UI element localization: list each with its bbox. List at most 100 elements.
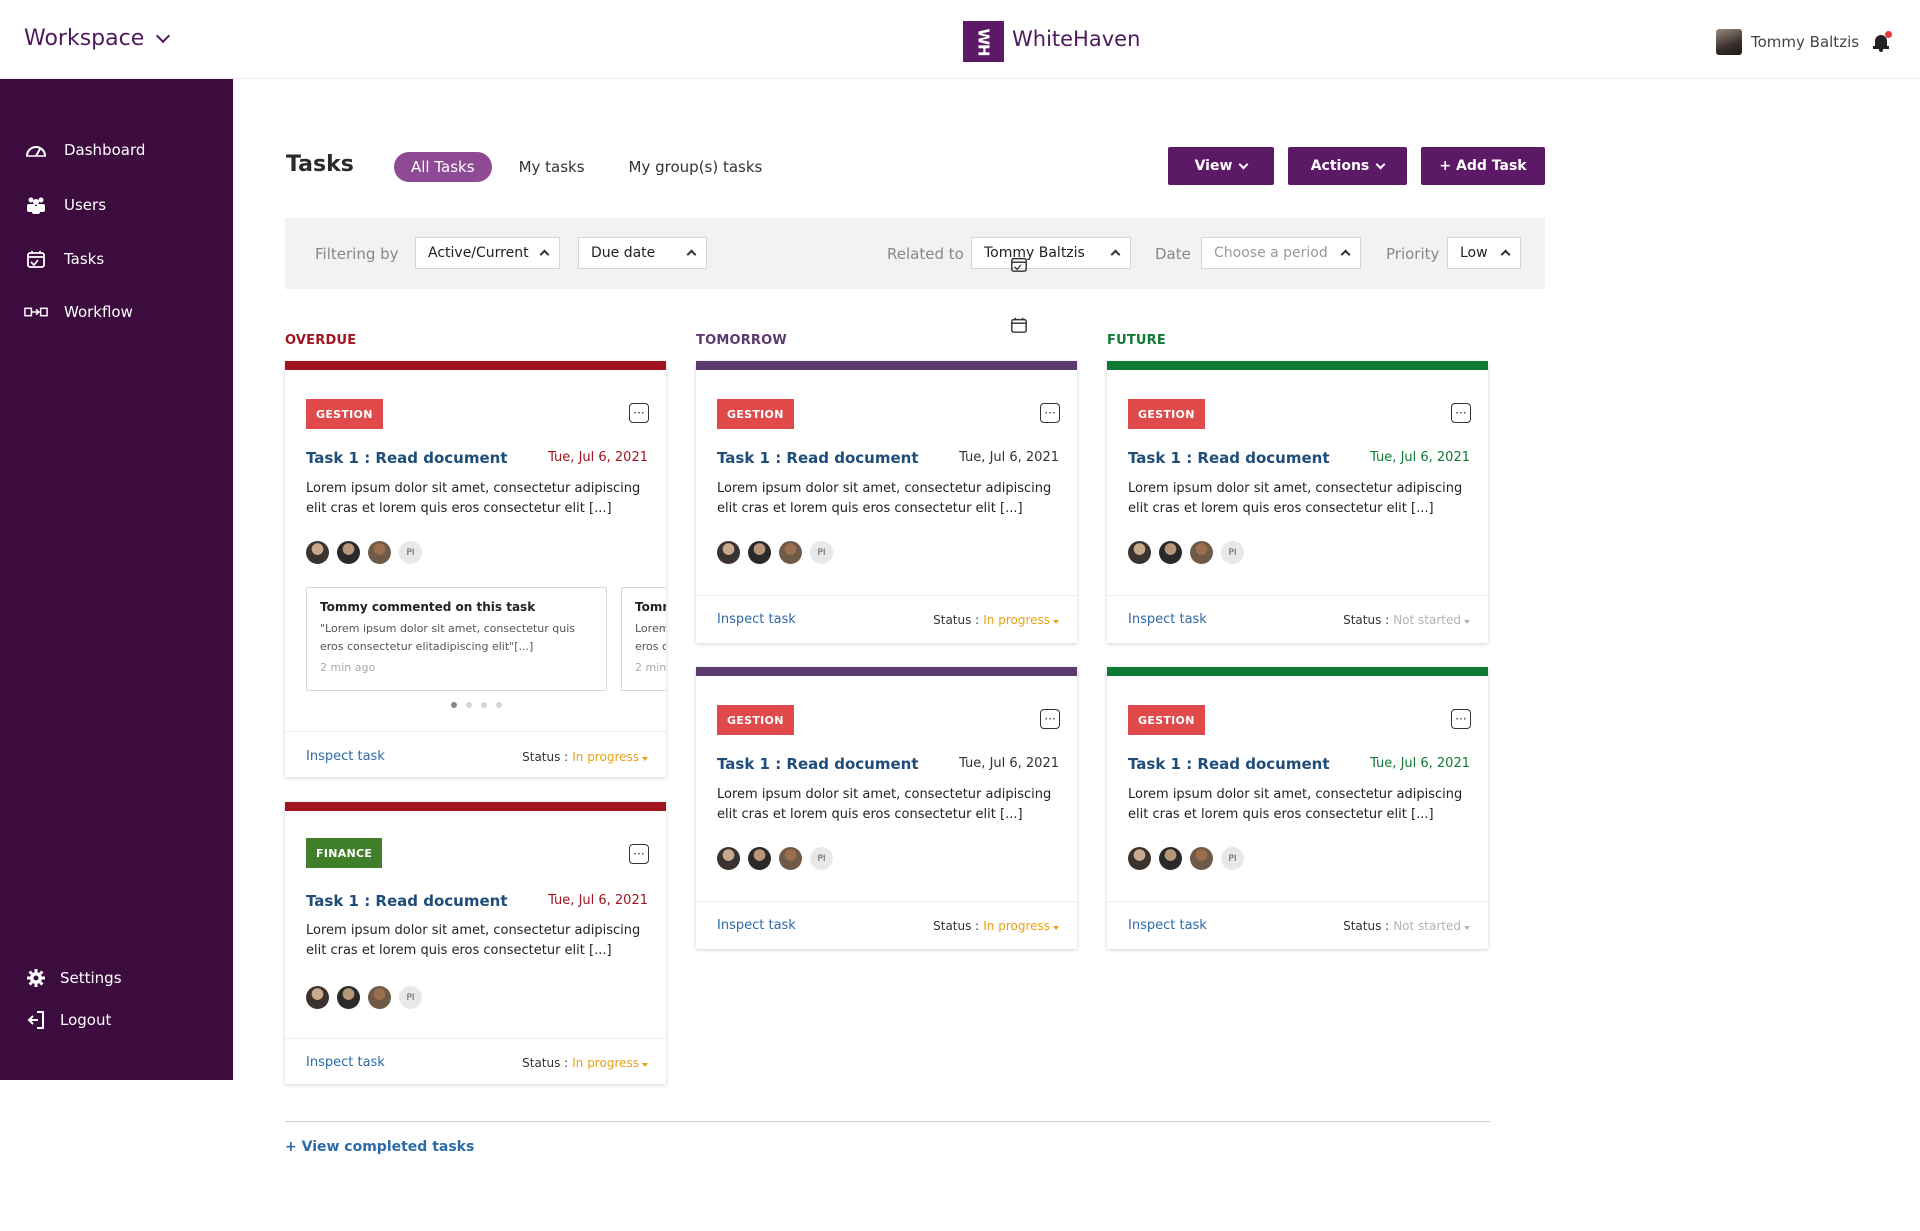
more-options-icon[interactable]: ··· bbox=[629, 403, 649, 423]
avatar-initials[interactable]: PI bbox=[810, 541, 833, 564]
actions-button[interactable]: Actions bbox=[1288, 147, 1407, 185]
avatar-initials[interactable]: PI bbox=[810, 847, 833, 870]
avatar[interactable] bbox=[306, 541, 329, 564]
status-dropdown[interactable]: In progress bbox=[572, 1056, 648, 1070]
status-dropdown[interactable]: Not started bbox=[1393, 613, 1470, 627]
status-filter-select[interactable]: Active/Current bbox=[415, 237, 560, 269]
comment-card[interactable]: Tommy commented on this task Lorem ipsum… bbox=[621, 587, 666, 691]
avatar-initials[interactable]: PI bbox=[1221, 541, 1244, 564]
more-options-icon[interactable]: ··· bbox=[1451, 403, 1471, 423]
avatar[interactable] bbox=[1159, 541, 1182, 564]
inspect-task-link[interactable]: Inspect task bbox=[1128, 918, 1207, 933]
sort-filter-select[interactable]: Due date bbox=[578, 237, 707, 269]
assignee-avatars: PI bbox=[717, 847, 833, 870]
inspect-task-link[interactable]: Inspect task bbox=[1128, 612, 1207, 627]
sidebar-item-settings[interactable]: Settings bbox=[24, 969, 122, 987]
task-title-link[interactable]: Task 1 : Read document bbox=[306, 449, 508, 467]
sidebar-item-tasks[interactable]: Tasks bbox=[24, 250, 104, 268]
users-icon bbox=[24, 196, 48, 214]
avatar[interactable] bbox=[1128, 541, 1151, 564]
avatar[interactable] bbox=[779, 847, 802, 870]
workspace-dropdown[interactable]: Workspace bbox=[24, 26, 171, 51]
avatar[interactable] bbox=[306, 986, 329, 1009]
task-due-date: Tue, Jul 6, 2021 bbox=[1370, 450, 1470, 465]
task-title-link[interactable]: Task 1 : Read document bbox=[717, 755, 919, 773]
chevron-up-icon bbox=[1340, 249, 1351, 260]
task-title-link[interactable]: Task 1 : Read document bbox=[717, 449, 919, 467]
status-label: Status : bbox=[1343, 919, 1390, 933]
avatar-initials[interactable]: PI bbox=[1221, 847, 1244, 870]
more-options-icon[interactable]: ··· bbox=[1040, 403, 1060, 423]
category-tag: GESTION bbox=[306, 399, 383, 429]
divider bbox=[285, 1121, 1490, 1122]
tab-all-tasks[interactable]: All Tasks bbox=[394, 152, 492, 182]
task-card[interactable]: GESTION ··· Task 1 : Read document Tue, … bbox=[1107, 361, 1488, 643]
inspect-task-link[interactable]: Inspect task bbox=[306, 1055, 385, 1070]
status-filter-value: Active/Current bbox=[428, 245, 529, 261]
notification-dot bbox=[1885, 31, 1892, 38]
task-card[interactable]: GESTION ··· Task 1 : Read document Tue, … bbox=[285, 361, 666, 777]
more-options-icon[interactable]: ··· bbox=[629, 844, 649, 864]
sidebar-item-dashboard[interactable]: Dashboard bbox=[24, 141, 145, 159]
task-status: Status : Not started bbox=[1343, 613, 1470, 627]
inspect-task-link[interactable]: Inspect task bbox=[306, 749, 385, 764]
comment-title: Tommy commented on this task bbox=[635, 600, 666, 614]
task-title-link[interactable]: Task 1 : Read document bbox=[306, 892, 508, 910]
user-menu[interactable]: Tommy Baltzis bbox=[1716, 29, 1859, 55]
sidebar-item-label: Tasks bbox=[64, 250, 105, 268]
sidebar-item-workflow[interactable]: Workflow bbox=[24, 303, 133, 321]
carousel-dots[interactable] bbox=[451, 702, 502, 708]
more-options-icon[interactable]: ··· bbox=[1451, 709, 1471, 729]
chevron-up-icon bbox=[1500, 249, 1511, 260]
status-dropdown[interactable]: In progress bbox=[572, 750, 648, 764]
avatar[interactable] bbox=[779, 541, 802, 564]
category-tag: GESTION bbox=[717, 705, 794, 735]
sidebar-item-label: Users bbox=[64, 196, 107, 214]
tab-my-group-tasks[interactable]: My group(s) tasks bbox=[628, 158, 763, 176]
sidebar-item-users[interactable]: Users bbox=[24, 196, 106, 214]
task-card[interactable]: GESTION ··· Task 1 : Read document Tue, … bbox=[1107, 667, 1488, 949]
avatar[interactable] bbox=[1190, 847, 1213, 870]
avatar[interactable] bbox=[368, 986, 391, 1009]
avatar-initials[interactable]: PI bbox=[399, 541, 422, 564]
task-card[interactable]: FINANCE ··· Task 1 : Read document Tue, … bbox=[285, 802, 666, 1084]
avatar[interactable] bbox=[717, 847, 740, 870]
avatar[interactable] bbox=[368, 541, 391, 564]
related-to-value: Tommy Baltzis bbox=[984, 245, 1085, 261]
avatar[interactable] bbox=[1190, 541, 1213, 564]
more-options-icon[interactable]: ··· bbox=[1040, 709, 1060, 729]
view-button[interactable]: View bbox=[1168, 147, 1274, 185]
assignee-avatars: PI bbox=[306, 986, 422, 1009]
user-avatar bbox=[1716, 29, 1742, 55]
status-label: Status : bbox=[1343, 613, 1390, 627]
comment-card[interactable]: Tommy commented on this task "Lorem ipsu… bbox=[306, 587, 607, 691]
avatar-initials[interactable]: PI bbox=[399, 986, 422, 1009]
status-dropdown[interactable]: Not started bbox=[1393, 919, 1470, 933]
avatar[interactable] bbox=[748, 541, 771, 564]
avatar[interactable] bbox=[1128, 847, 1151, 870]
task-card[interactable]: GESTION ··· Task 1 : Read document Tue, … bbox=[696, 667, 1077, 949]
actions-button-label: Actions bbox=[1310, 158, 1370, 174]
avatar[interactable] bbox=[337, 541, 360, 564]
task-title-link[interactable]: Task 1 : Read document bbox=[1128, 755, 1330, 773]
add-task-button[interactable]: + Add Task bbox=[1421, 147, 1545, 185]
sidebar-item-logout[interactable]: Logout bbox=[24, 1011, 111, 1029]
avatar[interactable] bbox=[748, 847, 771, 870]
status-dropdown[interactable]: In progress bbox=[983, 919, 1059, 933]
related-to-select[interactable]: Tommy Baltzis bbox=[971, 237, 1131, 269]
tab-my-tasks[interactable]: My tasks bbox=[518, 158, 585, 176]
task-title-link[interactable]: Task 1 : Read document bbox=[1128, 449, 1330, 467]
priority-select[interactable]: Low bbox=[1447, 237, 1521, 269]
date-period-select[interactable]: Choose a period bbox=[1201, 237, 1361, 269]
avatar[interactable] bbox=[1159, 847, 1182, 870]
avatar[interactable] bbox=[717, 541, 740, 564]
view-completed-tasks-link[interactable]: + View completed tasks bbox=[285, 1139, 475, 1155]
notification-bell-icon[interactable] bbox=[1872, 31, 1892, 53]
status-dropdown[interactable]: In progress bbox=[983, 613, 1059, 627]
inspect-task-link[interactable]: Inspect task bbox=[717, 918, 796, 933]
task-due-date: Tue, Jul 6, 2021 bbox=[959, 756, 1059, 771]
inspect-task-link[interactable]: Inspect task bbox=[717, 612, 796, 627]
logout-icon bbox=[24, 1011, 48, 1029]
avatar[interactable] bbox=[337, 986, 360, 1009]
task-card[interactable]: GESTION ··· Task 1 : Read document Tue, … bbox=[696, 361, 1077, 643]
